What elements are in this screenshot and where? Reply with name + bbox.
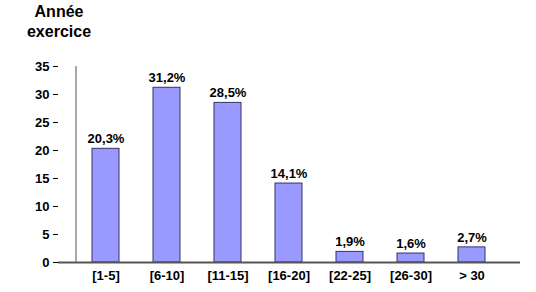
svg-text:[1-5]: [1-5]	[92, 268, 119, 283]
svg-text:35: 35	[35, 59, 49, 74]
svg-text:[16-20]: [16-20]	[268, 268, 310, 283]
svg-text:15: 15	[35, 171, 49, 186]
svg-text:0: 0	[42, 255, 49, 270]
html-text:Année exercice: Année exercice	[27, 3, 91, 40]
svg-text:28,5%: 28,5%	[210, 85, 247, 100]
svg-text:[11-15]: [11-15]	[207, 268, 248, 283]
svg-text:20,3%: 20,3%	[88, 131, 125, 146]
svg-text:10: 10	[35, 199, 49, 214]
svg-text:5: 5	[42, 227, 49, 242]
svg-text:20: 20	[35, 143, 49, 158]
svg-text:[26-30]: [26-30]	[390, 268, 432, 283]
svg-text:[6-10]: [6-10]	[150, 268, 185, 283]
svg-text:14,1%: 14,1%	[271, 166, 308, 181]
svg-text:2,7%: 2,7%	[457, 230, 487, 245]
svg-text:30: 30	[35, 87, 49, 102]
svg-text:25: 25	[35, 115, 49, 130]
svg-text:1,6%: 1,6%	[396, 236, 426, 251]
svg-text:1,9%: 1,9%	[335, 234, 365, 249]
svg-text:31,2%: 31,2%	[149, 70, 186, 85]
svg-text:> 30: > 30	[459, 268, 485, 283]
svg-text:[22-25]: [22-25]	[329, 268, 371, 283]
